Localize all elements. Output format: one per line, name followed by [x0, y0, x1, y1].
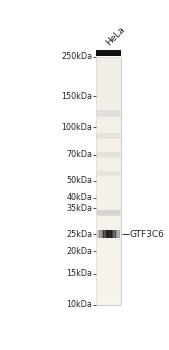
Bar — [100, 230, 101, 238]
Bar — [111, 230, 112, 238]
Bar — [107, 230, 108, 238]
Bar — [98, 230, 99, 238]
Text: 35kDa: 35kDa — [66, 204, 92, 213]
Text: 50kDa: 50kDa — [66, 176, 92, 185]
Bar — [115, 230, 116, 238]
Bar — [105, 230, 106, 238]
Bar — [108, 230, 109, 238]
Bar — [116, 230, 117, 238]
Bar — [97, 230, 98, 238]
Bar — [108, 230, 109, 238]
Bar — [115, 230, 116, 238]
FancyBboxPatch shape — [97, 133, 120, 138]
Bar — [102, 230, 103, 238]
Bar — [106, 230, 107, 238]
FancyBboxPatch shape — [97, 110, 120, 117]
Text: 150kDa: 150kDa — [61, 92, 92, 101]
FancyBboxPatch shape — [97, 152, 120, 158]
Bar — [109, 230, 110, 238]
Bar — [103, 230, 104, 238]
Bar — [99, 230, 100, 238]
Text: 20kDa: 20kDa — [66, 247, 92, 256]
Bar — [99, 230, 100, 238]
Text: HeLa: HeLa — [104, 25, 127, 48]
Bar — [113, 230, 114, 238]
FancyBboxPatch shape — [97, 171, 120, 176]
Bar — [104, 230, 105, 238]
Text: 250kDa: 250kDa — [61, 52, 92, 61]
Bar — [111, 230, 112, 238]
Bar — [96, 50, 121, 56]
Bar — [118, 230, 119, 238]
Bar — [117, 230, 118, 238]
Bar — [119, 230, 120, 238]
Text: GTF3C6: GTF3C6 — [130, 230, 165, 239]
FancyBboxPatch shape — [97, 210, 120, 216]
Text: 40kDa: 40kDa — [66, 194, 92, 203]
Bar — [114, 230, 115, 238]
Text: 15kDa: 15kDa — [66, 269, 92, 278]
Bar — [103, 230, 104, 238]
Bar — [119, 230, 120, 238]
Text: 70kDa: 70kDa — [66, 150, 92, 159]
Bar — [112, 230, 113, 238]
Text: 10kDa: 10kDa — [66, 300, 92, 309]
Bar — [110, 230, 111, 238]
Text: 100kDa: 100kDa — [61, 123, 92, 132]
Bar — [96, 57, 121, 305]
Text: 25kDa: 25kDa — [66, 230, 92, 239]
Bar — [101, 230, 102, 238]
